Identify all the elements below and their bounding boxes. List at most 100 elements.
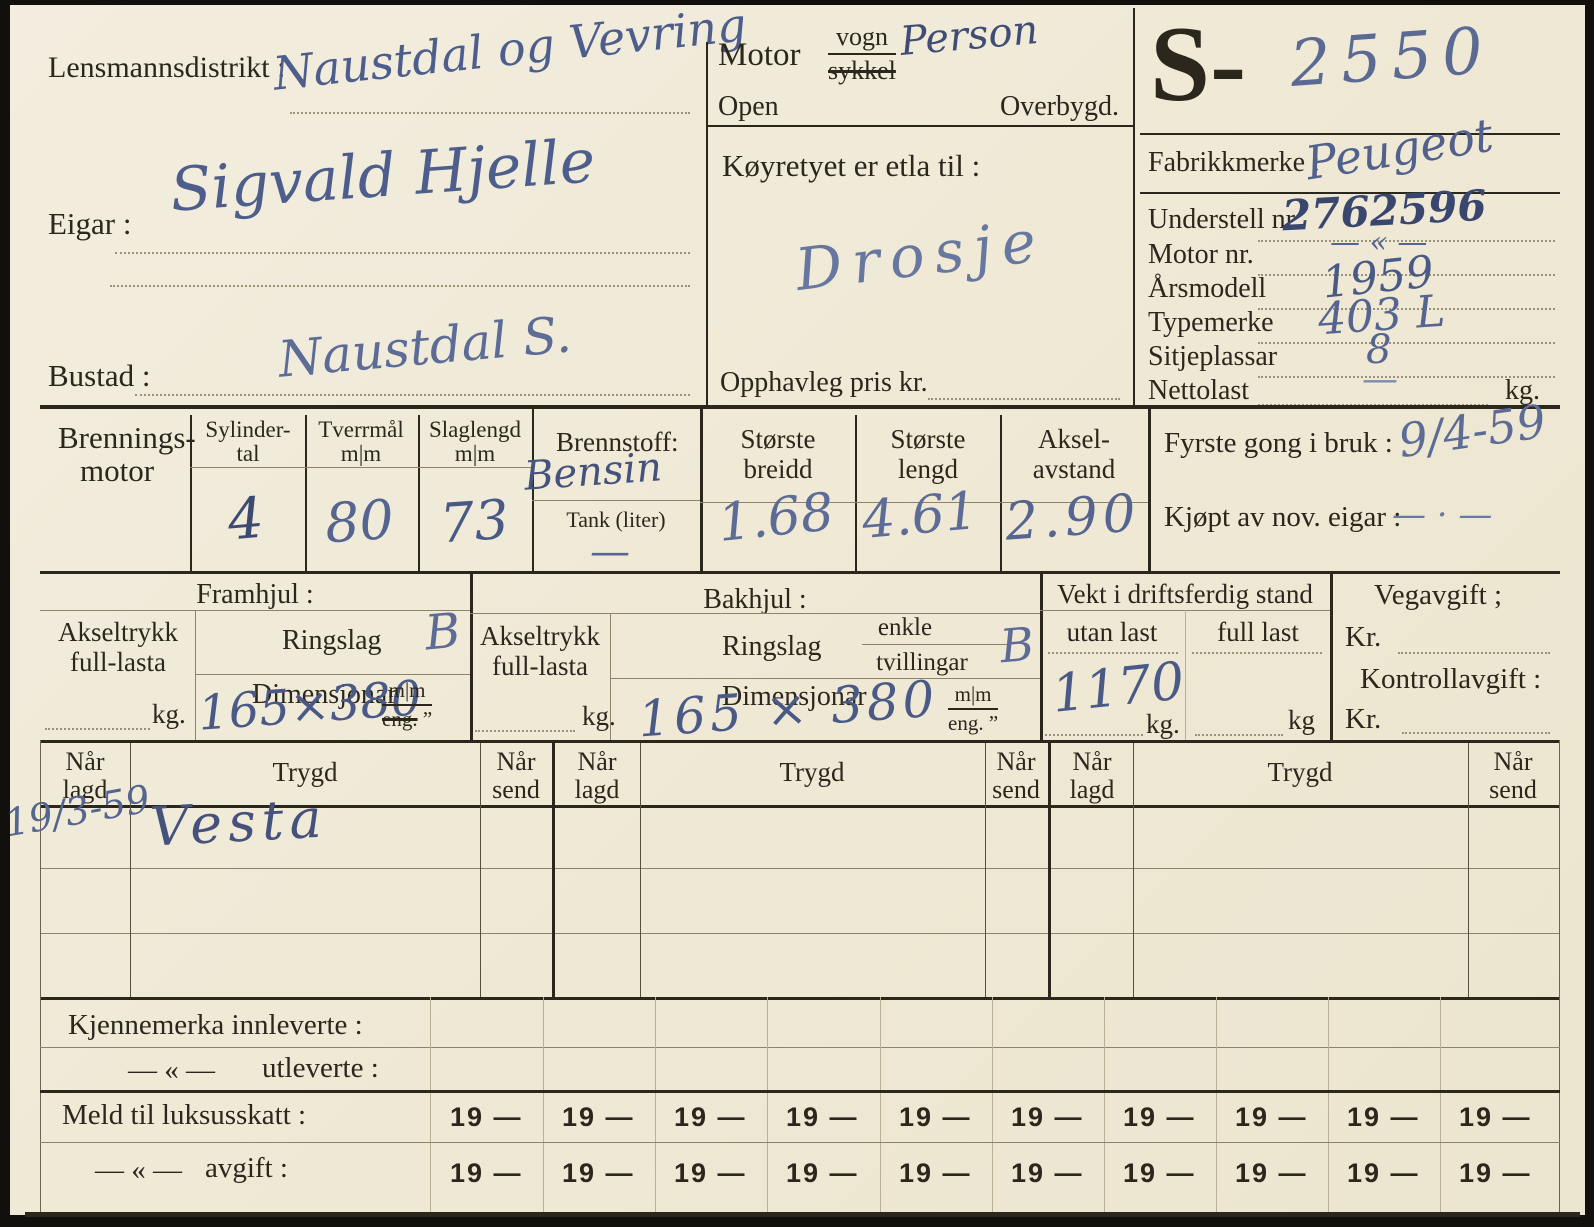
- group-divider: [1330, 571, 1333, 740]
- cell-divider: [610, 613, 611, 740]
- detail-label-understell: Understell nr.: [1148, 204, 1301, 235]
- cell-divider: [1104, 997, 1105, 1212]
- rule: [195, 674, 470, 675]
- year-cell: 19 —: [674, 1102, 747, 1132]
- cell-divider: [532, 405, 534, 571]
- stroke-label: Slaglengd: [429, 417, 521, 442]
- make-label: Fabrikkmerke :: [1148, 147, 1320, 178]
- cell-divider: [1185, 610, 1186, 740]
- year-cell: 19 —: [1011, 1158, 1084, 1188]
- motor-type-value: Person: [898, 7, 1041, 65]
- motor-type-fraction: vogn sykkel: [828, 22, 896, 86]
- dotted: [1195, 734, 1283, 736]
- cell-divider: [418, 415, 420, 571]
- cell-divider: [1216, 997, 1217, 1212]
- fuel-value: Bensin: [522, 444, 664, 500]
- first-use-label: Fyrste gong i bruk :: [1164, 427, 1393, 459]
- rear-axle-label2: full-lasta: [492, 651, 588, 681]
- no-load-label: utan last: [1066, 617, 1158, 647]
- bore-label: Tverrmål: [318, 417, 404, 442]
- rear-kg-dotted: [475, 730, 575, 732]
- insurance-row-company: Vesta: [148, 786, 330, 859]
- year-cell: 19 —: [562, 1158, 635, 1188]
- cell-divider: [1148, 405, 1151, 571]
- col-divider-thick: [1048, 740, 1051, 997]
- rear-unit-eng: eng.: [948, 711, 984, 735]
- detail-label-motornr: Motor nr.: [1148, 239, 1254, 270]
- year-cell: 19 —: [786, 1102, 859, 1132]
- year-cell: 19 —: [1011, 1102, 1084, 1132]
- rule: [1140, 133, 1560, 135]
- tank-label: Tank (liter): [566, 507, 666, 532]
- col-header-nar: Når: [996, 747, 1036, 776]
- table-right-border: [1559, 740, 1560, 1212]
- single-label: enkle: [877, 614, 933, 641]
- rule: [470, 613, 1040, 614]
- rule: [1192, 652, 1322, 654]
- road-tax-label: Vegavgift ;: [1373, 579, 1503, 611]
- col-header-send: send: [1489, 775, 1537, 804]
- reg-prefix-stamp: S-: [1150, 5, 1247, 124]
- residence-label: Bustad :: [48, 358, 151, 393]
- motor-label: Motor: [718, 37, 801, 73]
- weight-title: Vekt i driftsferdig stand: [1057, 579, 1313, 609]
- luxury-tax-label: Meld til luksusskatt :: [62, 1099, 307, 1131]
- front-unit-quote: ”: [422, 707, 433, 731]
- front-ring-label: Ringslag: [282, 625, 382, 656]
- cell-divider: [767, 997, 768, 1212]
- row-rule: [40, 933, 1560, 934]
- wheelbase-label: Aksel-: [1038, 424, 1110, 454]
- rear-dim-unit: m|m eng. ”: [948, 682, 999, 736]
- bore-label2: m|m: [340, 441, 382, 466]
- front-wheel-title: Framhjul :: [196, 579, 314, 610]
- reg-number: 2550: [1287, 14, 1496, 102]
- detail-dotted: [1258, 240, 1555, 242]
- detail-label-sitjeplassar: Sitjeplassar: [1148, 341, 1278, 372]
- front-dim-label: Dimensjonar: [252, 679, 397, 710]
- length-label2: lengd: [898, 454, 958, 484]
- blank-dotted-line: [110, 285, 690, 287]
- year-cell: 19 —: [450, 1158, 523, 1188]
- col-header-trygd: Trygd: [779, 757, 845, 787]
- twin-label: tvillingar: [876, 649, 968, 676]
- table-left-border: [40, 740, 41, 1212]
- year-cell: 19 —: [899, 1102, 972, 1132]
- bore-value: 80: [322, 487, 396, 556]
- price-dotted-line: [928, 398, 1120, 400]
- rear-wheel-title: Bakhjul :: [703, 584, 807, 615]
- year-cell: 19 —: [1123, 1102, 1196, 1132]
- detail-dotted: [1258, 376, 1555, 378]
- cell-divider: [1440, 997, 1441, 1212]
- original-price-label: Opphavleg pris kr.: [720, 367, 928, 398]
- cell-divider: [430, 997, 431, 1212]
- district-dotted-line: [290, 112, 690, 114]
- col-header-nar: Når: [1493, 747, 1533, 776]
- detail-dotted: [1258, 342, 1555, 344]
- col-header-send: send: [992, 775, 1040, 804]
- front-kg-label: kg.: [152, 699, 186, 729]
- col-header-lagd: lagd: [574, 775, 620, 804]
- rule: [862, 644, 1007, 645]
- col-header-send: send: [492, 775, 540, 804]
- column-divider: [706, 42, 708, 405]
- header-bottom-rule: [40, 805, 1560, 808]
- front-kg-dotted: [45, 728, 150, 730]
- residence-dotted-line: [135, 394, 690, 396]
- district-label: Lensmannsdistrikt :: [48, 51, 286, 84]
- cell-divider: [700, 405, 703, 571]
- plates-reissued-label: utleverte :: [262, 1052, 379, 1084]
- cylinders-label2: tal: [236, 441, 260, 466]
- detail-label-typemerke: Typemerke: [1148, 307, 1274, 338]
- group-divider: [470, 571, 473, 740]
- front-ring-value: B: [422, 602, 463, 662]
- width-value: 1.68: [715, 482, 837, 554]
- col-header-lagd: lagd: [62, 775, 108, 804]
- fuel-label: Brennstoff:: [556, 427, 679, 457]
- year-cell: 19 —: [899, 1158, 972, 1188]
- year-cell: 19 —: [786, 1158, 859, 1188]
- wheelbase-label2: avstand: [1032, 454, 1116, 484]
- col-header-nar: Når: [577, 747, 617, 776]
- header-underline: [700, 502, 1148, 503]
- col-divider: [1468, 743, 1469, 997]
- tax-fee-label: avgift :: [205, 1152, 288, 1184]
